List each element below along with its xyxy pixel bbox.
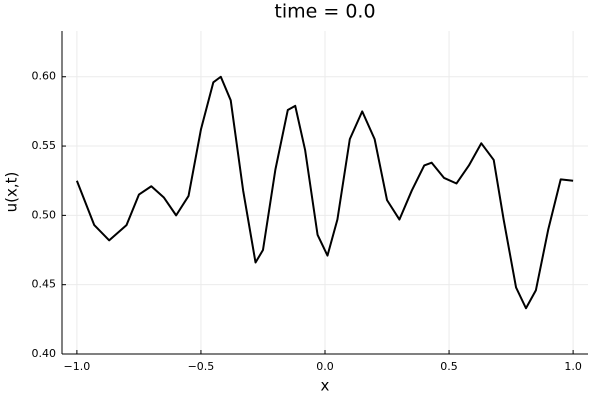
y-tick-label: 0.55	[32, 139, 57, 152]
y-tick-label: 0.60	[32, 70, 57, 83]
x-tick-label: 1.0	[564, 360, 582, 373]
y-tick-label: 0.45	[32, 278, 57, 291]
x-tick-label: 0.0	[316, 360, 334, 373]
y-tick-label: 0.40	[32, 347, 57, 360]
x-tick-label: −1.0	[64, 360, 91, 373]
data-line	[75, 75, 574, 310]
x-tick-label: −0.5	[188, 360, 215, 373]
y-axis-label: u(x,t)	[3, 172, 21, 213]
y-tick-label: 0.50	[32, 208, 57, 221]
chart-title: time = 0.0	[274, 1, 375, 23]
x-tick-label: 0.5	[440, 360, 458, 373]
x-axis-label: x	[321, 377, 330, 395]
